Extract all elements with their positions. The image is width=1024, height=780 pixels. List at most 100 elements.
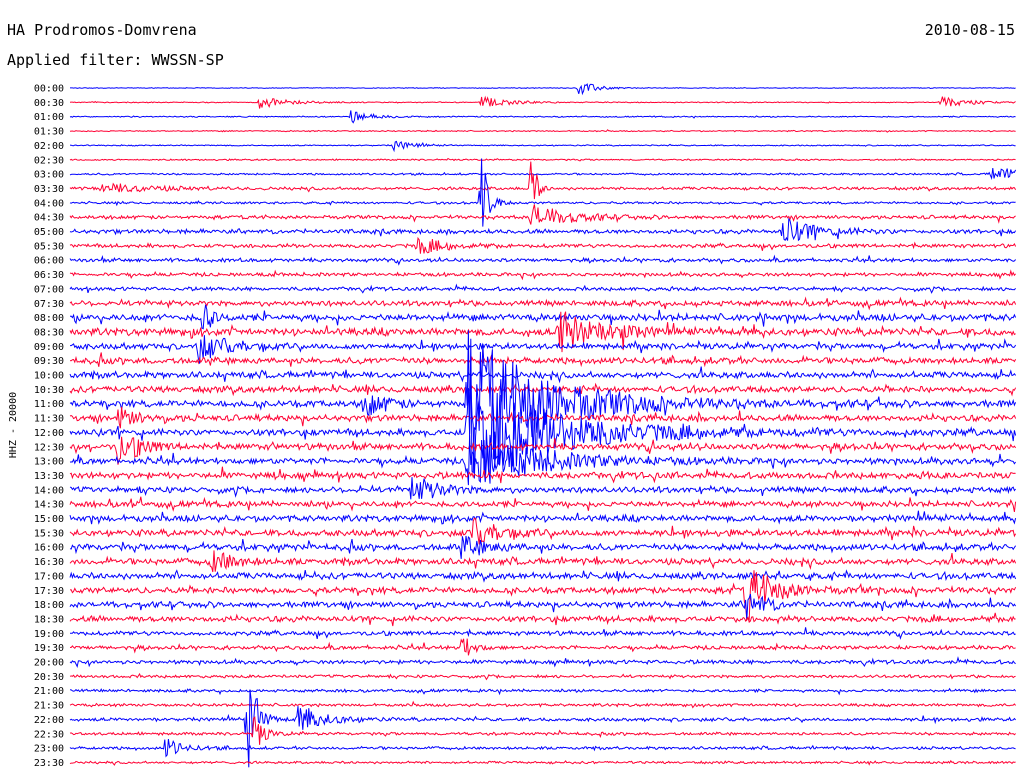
trace-row-2030 (69, 672, 1016, 681)
row-time-label: 23:00 (34, 744, 64, 755)
row-time-label: 11:30 (34, 414, 64, 425)
trace-row-2000 (69, 656, 1016, 669)
trace-row-0230 (69, 157, 1016, 162)
trace-row-2300 (69, 739, 1016, 758)
station-title: HA Prodromos-Domvrena (7, 21, 197, 39)
trace-row-0130 (69, 129, 1016, 133)
row-time-label: 00:00 (34, 84, 64, 95)
trace-row-1400 (69, 477, 1016, 500)
row-time-label: 05:30 (34, 241, 64, 252)
trace-row-2130 (69, 700, 1016, 709)
trace-row-0500 (69, 217, 1017, 242)
trace-row-0030 (69, 95, 1016, 109)
trace-row-1330 (69, 466, 1016, 484)
time-tick-labels: 00:00 00:30 01:00 01:30 02:00 02:30 03:00 03:30… (34, 84, 64, 769)
trace-row-1700 (69, 569, 1017, 583)
trace-row-0430 (69, 204, 1016, 225)
trace-row-0100 (69, 110, 1016, 124)
trace-lines (69, 83, 1017, 768)
trace-row-0300 (69, 168, 1017, 180)
row-time-label: 16:00 (34, 543, 64, 554)
trace-row-1800 (69, 593, 1017, 620)
row-time-label: 14:00 (34, 485, 64, 496)
trace-row-0600 (69, 254, 1016, 266)
trace-row-1200 (69, 381, 1017, 481)
row-time-label: 16:30 (34, 557, 64, 568)
row-time-label: 20:30 (34, 672, 64, 683)
row-time-label: 09:00 (34, 342, 64, 353)
trace-row-2230 (69, 716, 1016, 745)
row-time-label: 07:00 (34, 284, 64, 295)
row-time-label: 07:30 (34, 299, 64, 310)
trace-row-1130 (69, 406, 1017, 429)
row-time-label: 12:30 (34, 442, 64, 453)
trace-row-1100 (69, 330, 1017, 474)
trace-row-0530 (69, 236, 1017, 254)
trace-row-2200 (69, 689, 1016, 768)
row-time-label: 04:30 (34, 213, 64, 224)
trace-row-0330 (69, 161, 1017, 200)
row-time-label: 11:00 (34, 399, 64, 410)
trace-row-1900 (69, 627, 1016, 640)
trace-row-1530 (69, 517, 1017, 545)
trace-row-0630 (69, 269, 1016, 281)
row-time-label: 05:00 (34, 227, 64, 238)
row-time-label: 13:00 (34, 457, 64, 468)
channel-label: HHZ - 20000 (8, 392, 19, 458)
trace-row-0700 (69, 283, 1016, 294)
trace-row-0900 (70, 335, 1017, 364)
row-time-label: 01:00 (34, 112, 64, 123)
row-time-label: 15:30 (34, 528, 64, 539)
row-time-label: 01:30 (34, 127, 64, 138)
row-time-label: 12:00 (34, 428, 64, 439)
trace-row-1000 (69, 366, 1016, 384)
trace-row-1300 (69, 435, 1017, 486)
row-time-label: 18:30 (34, 614, 64, 625)
row-time-label: 18:00 (34, 600, 64, 611)
filter-subtitle: Applied filter: WWSSN-SP (7, 51, 224, 69)
trace-row-0400 (69, 158, 1016, 227)
row-time-label: 14:30 (34, 500, 64, 511)
row-time-label: 19:30 (34, 643, 64, 654)
row-time-label: 20:00 (34, 658, 64, 669)
row-time-label: 00:30 (34, 98, 64, 109)
row-time-label: 22:30 (34, 729, 64, 740)
trace-row-0830 (69, 311, 1016, 353)
row-time-label: 21:00 (34, 686, 64, 697)
trace-row-2330 (69, 759, 1016, 766)
row-time-label: 13:30 (34, 471, 64, 482)
trace-row-0200 (69, 140, 1016, 153)
row-time-label: 03:00 (34, 170, 64, 181)
trace-row-0000 (70, 83, 1016, 96)
trace-row-0930 (69, 352, 1017, 368)
row-time-label: 02:00 (34, 141, 64, 152)
row-time-label: 02:30 (34, 155, 64, 166)
row-time-label: 17:00 (34, 571, 64, 582)
row-time-label: 10:30 (34, 385, 64, 396)
row-time-label: 22:00 (34, 715, 64, 726)
trace-row-1230 (69, 436, 1017, 465)
row-time-label: 08:30 (34, 327, 64, 338)
row-time-label: 08:00 (34, 313, 64, 324)
trace-row-1830 (69, 612, 1016, 627)
trace-row-1500 (69, 510, 1017, 525)
trace-row-1930 (69, 638, 1016, 656)
row-time-label: 03:30 (34, 184, 64, 195)
trace-row-1600 (69, 535, 1017, 559)
row-time-label: 23:30 (34, 758, 64, 769)
trace-row-1730 (69, 570, 1017, 622)
trace-row-0800 (69, 304, 1017, 330)
row-time-label: 17:30 (34, 586, 64, 597)
trace-row-0730 (69, 296, 1017, 311)
trace-row-1630 (69, 550, 1017, 573)
row-time-label: 10:00 (34, 371, 64, 382)
row-time-label: 06:00 (34, 256, 64, 267)
row-time-label: 15:00 (34, 514, 64, 525)
date-label: 2010-08-15 (924, 21, 1015, 39)
row-time-label: 19:00 (34, 629, 64, 640)
row-time-label: 06:30 (34, 270, 64, 281)
row-time-label: 09:30 (34, 356, 64, 367)
row-time-label: 04:00 (34, 198, 64, 209)
row-time-label: 21:30 (34, 701, 64, 712)
